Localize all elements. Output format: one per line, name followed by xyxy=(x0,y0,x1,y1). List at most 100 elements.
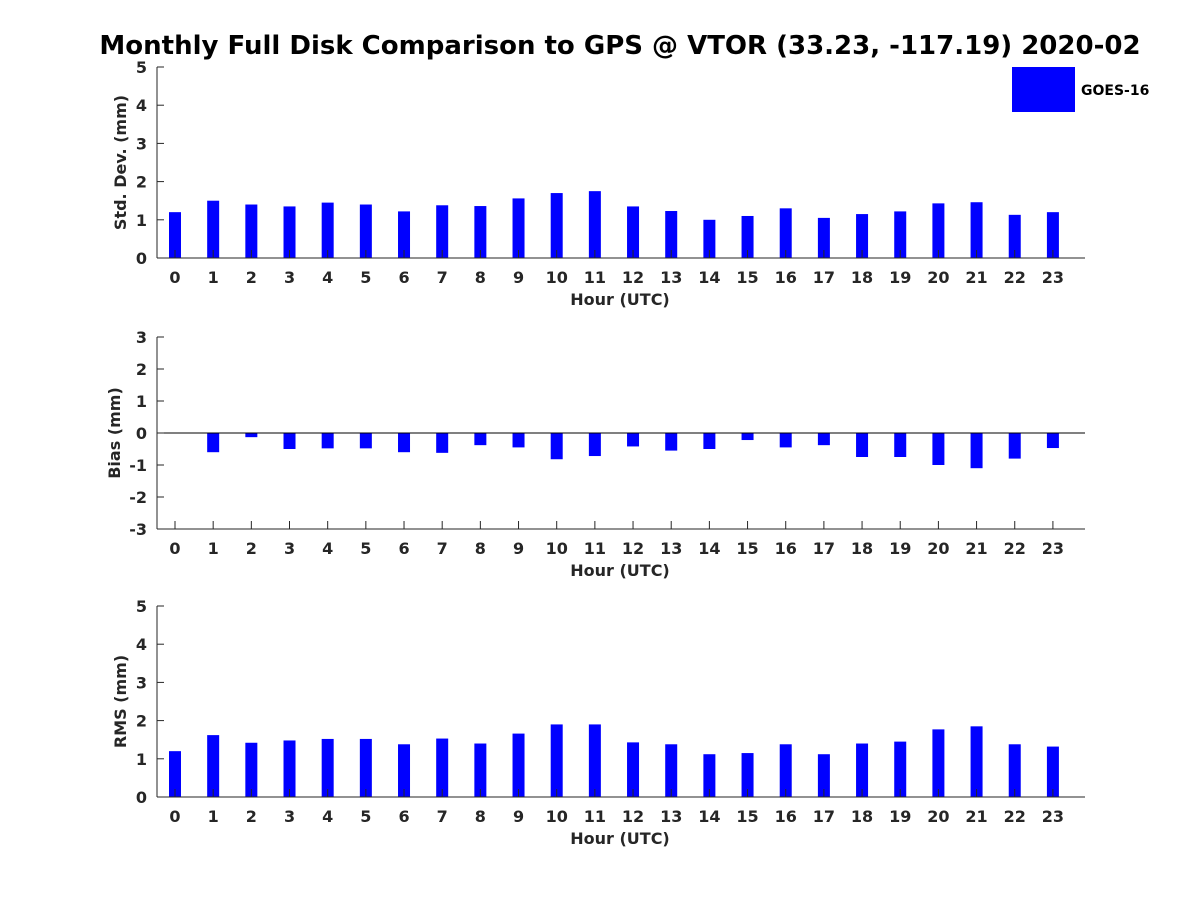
x-tick-label: 9 xyxy=(513,807,524,826)
bar-hour-12 xyxy=(627,742,640,797)
x-axis-label: Hour (UTC) xyxy=(570,561,670,580)
y-tick-label: 1 xyxy=(136,211,147,230)
bar-hour-6 xyxy=(398,211,411,258)
x-tick-label: 18 xyxy=(851,807,873,826)
x-tick-label: 19 xyxy=(889,539,911,558)
bar-hour-2 xyxy=(245,433,258,438)
x-tick-label: 9 xyxy=(513,539,524,558)
x-tick-label: 17 xyxy=(813,268,835,287)
x-tick-label: 12 xyxy=(622,268,644,287)
bar-hour-16 xyxy=(779,208,792,258)
x-tick-label: 7 xyxy=(437,807,448,826)
bar-hour-16 xyxy=(779,744,792,797)
bar-hour-0 xyxy=(169,751,181,797)
bar-hour-18 xyxy=(856,214,869,258)
bar-hour-4 xyxy=(321,433,334,449)
bar-hour-15 xyxy=(741,215,754,258)
bar-hour-1 xyxy=(207,200,220,258)
bar-hour-19 xyxy=(894,741,907,797)
bar-hour-20 xyxy=(932,203,945,258)
chart-title: Monthly Full Disk Comparison to GPS @ VT… xyxy=(99,31,1140,61)
bar-hour-8 xyxy=(474,743,487,797)
bar-hour-18 xyxy=(856,433,869,457)
x-tick-label: 10 xyxy=(546,807,568,826)
x-tick-label: 12 xyxy=(622,539,644,558)
bar-hour-1 xyxy=(207,433,220,453)
y-tick-label: 1 xyxy=(136,392,147,411)
bar-hour-10 xyxy=(550,724,563,797)
y-tick-label: 0 xyxy=(136,249,147,268)
bar-hour-10 xyxy=(550,433,563,460)
bar-hour-12 xyxy=(627,206,640,258)
bar-hour-7 xyxy=(436,738,449,797)
bar-hour-8 xyxy=(474,206,487,258)
y-tick-label: -1 xyxy=(129,456,147,475)
x-tick-label: 0 xyxy=(169,268,180,287)
x-axis-label: Hour (UTC) xyxy=(570,829,670,848)
x-tick-label: 9 xyxy=(513,268,524,287)
x-tick-label: 22 xyxy=(1004,268,1026,287)
bar-hour-7 xyxy=(436,433,449,453)
x-tick-label: 0 xyxy=(169,539,180,558)
y-tick-label: -3 xyxy=(129,520,147,539)
y-tick-label: 2 xyxy=(136,173,147,192)
x-tick-label: 21 xyxy=(965,807,987,826)
x-tick-label: 17 xyxy=(813,539,835,558)
bar-hour-14 xyxy=(703,219,716,258)
y-axis-label: RMS (mm) xyxy=(111,655,130,748)
y-tick-label: 4 xyxy=(136,96,147,115)
bar-hour-22 xyxy=(1008,433,1021,459)
y-tick-label: 3 xyxy=(136,673,147,692)
x-tick-label: 20 xyxy=(927,807,949,826)
bar-hour-19 xyxy=(894,211,907,258)
y-tick-label: 2 xyxy=(136,360,147,379)
y-tick-label: 0 xyxy=(136,424,147,443)
x-tick-label: 8 xyxy=(475,807,486,826)
bar-hour-13 xyxy=(665,744,678,797)
bar-hour-21 xyxy=(970,433,983,469)
x-tick-label: 14 xyxy=(698,539,720,558)
x-tick-label: 5 xyxy=(360,807,371,826)
x-tick-label: 2 xyxy=(246,268,257,287)
x-tick-label: 15 xyxy=(736,268,758,287)
bar-hour-1 xyxy=(207,735,220,797)
bar-hour-17 xyxy=(817,217,830,258)
x-tick-label: 13 xyxy=(660,268,682,287)
bar-hour-11 xyxy=(588,433,601,457)
x-tick-label: 1 xyxy=(208,807,219,826)
bar-hour-10 xyxy=(550,193,563,258)
bar-hour-3 xyxy=(283,433,296,449)
x-tick-label: 4 xyxy=(322,539,333,558)
bar-hour-15 xyxy=(741,433,754,441)
bar-hour-22 xyxy=(1008,214,1021,258)
bar-hour-13 xyxy=(665,433,678,451)
x-tick-label: 13 xyxy=(660,539,682,558)
y-tick-label: 0 xyxy=(136,788,147,807)
y-tick-label: 3 xyxy=(136,134,147,153)
y-tick-label: -2 xyxy=(129,488,147,507)
x-tick-label: 5 xyxy=(360,539,371,558)
x-axis-label: Hour (UTC) xyxy=(570,290,670,309)
x-tick-label: 6 xyxy=(398,807,409,826)
bar-hour-9 xyxy=(512,733,525,797)
y-tick-label: 3 xyxy=(136,328,147,347)
bar-hour-5 xyxy=(359,738,372,797)
x-tick-label: 18 xyxy=(851,539,873,558)
x-tick-label: 3 xyxy=(284,268,295,287)
x-tick-label: 14 xyxy=(698,268,720,287)
bar-hour-21 xyxy=(970,202,983,258)
x-tick-label: 11 xyxy=(584,807,606,826)
x-tick-label: 17 xyxy=(813,807,835,826)
x-tick-label: 2 xyxy=(246,539,257,558)
bar-hour-22 xyxy=(1008,744,1021,797)
x-tick-label: 19 xyxy=(889,268,911,287)
x-tick-label: 22 xyxy=(1004,807,1026,826)
bar-hour-16 xyxy=(779,433,792,448)
x-tick-label: 15 xyxy=(736,539,758,558)
bar-hour-5 xyxy=(359,433,372,449)
bar-hour-4 xyxy=(321,202,334,258)
x-tick-label: 1 xyxy=(208,268,219,287)
